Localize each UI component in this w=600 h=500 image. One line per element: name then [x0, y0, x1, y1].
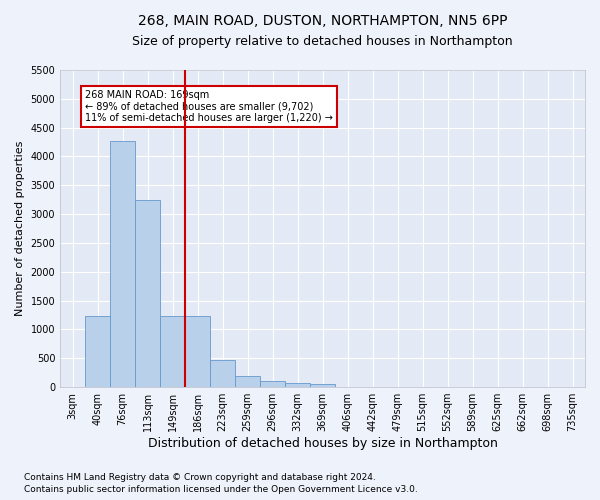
Text: Contains public sector information licensed under the Open Government Licence v3: Contains public sector information licen…	[24, 485, 418, 494]
Bar	[210, 360, 235, 387]
Bar	[110, 141, 135, 387]
Bar	[260, 382, 285, 387]
Title: Size of property relative to detached houses in Northampton: Size of property relative to detached ho…	[132, 35, 513, 48]
Bar	[85, 316, 110, 387]
Bar	[135, 200, 160, 387]
Bar	[285, 384, 310, 387]
Text: 268 MAIN ROAD: 169sqm
← 89% of detached houses are smaller (9,702)
11% of semi-d: 268 MAIN ROAD: 169sqm ← 89% of detached …	[85, 90, 333, 124]
Bar	[310, 384, 335, 387]
Text: Contains HM Land Registry data © Crown copyright and database right 2024.: Contains HM Land Registry data © Crown c…	[24, 474, 376, 482]
Bar	[160, 316, 185, 387]
Bar	[185, 316, 210, 387]
Text: 268, MAIN ROAD, DUSTON, NORTHAMPTON, NN5 6PP: 268, MAIN ROAD, DUSTON, NORTHAMPTON, NN5…	[138, 14, 508, 28]
Bar	[235, 376, 260, 387]
X-axis label: Distribution of detached houses by size in Northampton: Distribution of detached houses by size …	[148, 437, 497, 450]
Y-axis label: Number of detached properties: Number of detached properties	[15, 141, 25, 316]
